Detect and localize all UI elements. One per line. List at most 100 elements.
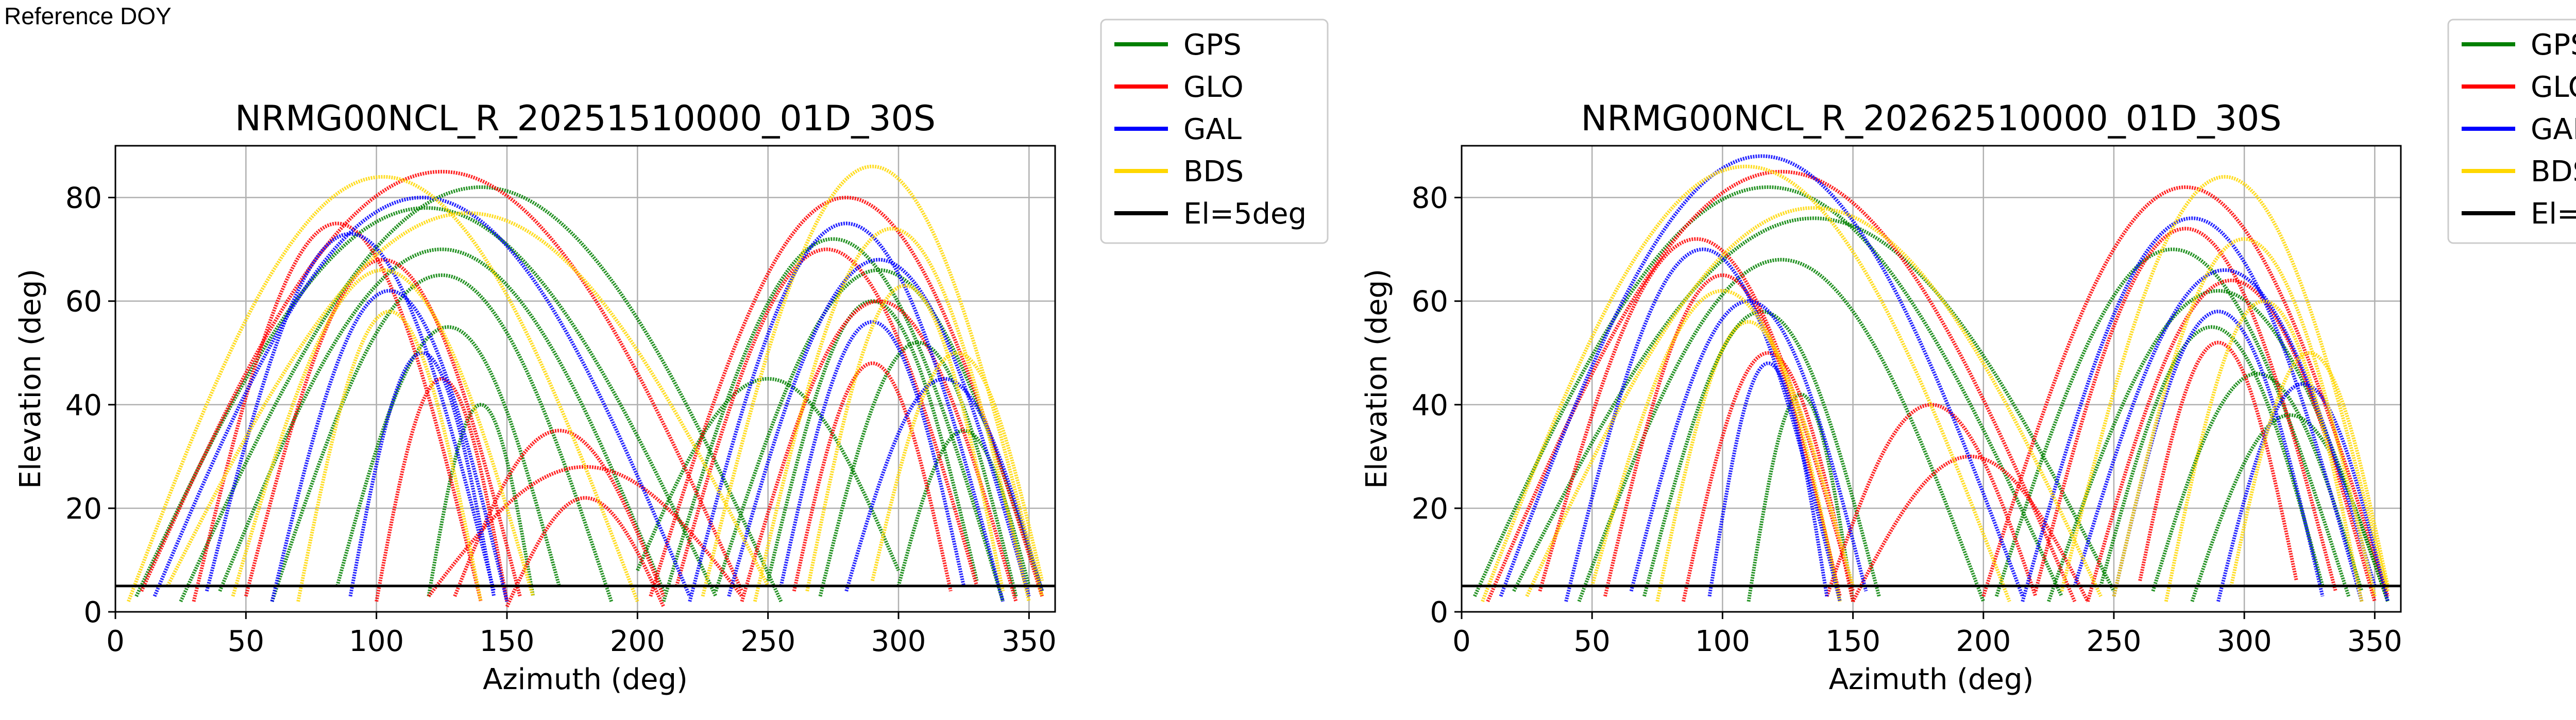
legend-label: BDS bbox=[2531, 155, 2576, 188]
legend-label: GAL bbox=[2531, 113, 2576, 146]
y-tick-label: 20 bbox=[1412, 492, 1448, 526]
legend-label: BDS bbox=[1183, 155, 1244, 188]
satellite-track bbox=[270, 273, 614, 602]
y-tick-label: 40 bbox=[1412, 389, 1448, 422]
x-tick-label: 350 bbox=[2347, 625, 2402, 658]
y-tick-label: 0 bbox=[83, 596, 102, 629]
satellite-track bbox=[179, 185, 783, 603]
satellite-track bbox=[1473, 185, 2063, 597]
y-tick-label: 60 bbox=[1412, 285, 1448, 319]
satellite-track bbox=[231, 268, 535, 597]
satellite-track bbox=[1481, 164, 2011, 603]
chart-title: NRMG00NCL_R_20251510000_01D_30S bbox=[235, 98, 936, 139]
x-axis-label: Azimuth (deg) bbox=[1829, 663, 2034, 696]
satellite-track bbox=[1525, 206, 2103, 597]
y-tick-label: 80 bbox=[65, 182, 102, 215]
satellite-track bbox=[2164, 299, 2364, 602]
satellite-track bbox=[192, 221, 483, 602]
axes-frame bbox=[114, 145, 1056, 613]
satellite-track bbox=[2138, 340, 2298, 581]
chart-panel-1: 0 50 100 150 200 250 300 350 0 20 40 60 80 Azimuth (d… bbox=[14, 19, 1329, 696]
x-tick-label: 200 bbox=[1956, 625, 2011, 658]
satellite-track bbox=[296, 310, 483, 602]
x-tick-label: 350 bbox=[1002, 625, 1057, 658]
x-axis-label: Azimuth (deg) bbox=[483, 663, 688, 696]
satellite-track bbox=[727, 258, 1031, 597]
page-header-text: Reference DOY bbox=[4, 3, 172, 29]
satellite-track bbox=[1629, 299, 1868, 592]
satellite-track bbox=[134, 206, 718, 597]
plot-area bbox=[1473, 154, 2390, 603]
satellite-track bbox=[1512, 216, 2116, 592]
satellite-track bbox=[805, 283, 1005, 592]
satellite-track bbox=[348, 351, 496, 597]
legend-frame bbox=[1100, 19, 1329, 244]
legend-label: GPS bbox=[1183, 28, 1242, 62]
satellite-track bbox=[701, 164, 1044, 597]
y-tick-label: 0 bbox=[1430, 596, 1448, 629]
satellite-track bbox=[2047, 289, 2390, 603]
satellite-track bbox=[688, 221, 1005, 602]
satellite-track bbox=[140, 169, 744, 592]
satellite-track bbox=[636, 376, 901, 572]
chart-panel-2: 0 50 100 150 200 250 300 350 0 20 40 60 80 Azimuth (d… bbox=[1360, 19, 2576, 696]
x-tick-label: 0 bbox=[1452, 625, 1471, 658]
series-gps bbox=[134, 185, 1044, 603]
satellite-track bbox=[649, 196, 1044, 597]
satellite-track bbox=[674, 247, 979, 587]
legend-label: El=5deg bbox=[1183, 197, 1307, 231]
chart-title: NRMG00NCL_R_20262510000_01D_30S bbox=[1581, 98, 2282, 139]
satellite-track bbox=[270, 289, 509, 602]
x-tick-label: 50 bbox=[1574, 625, 1611, 658]
satellite-track bbox=[505, 496, 666, 608]
satellite-track bbox=[427, 403, 535, 597]
satellite-track bbox=[753, 227, 1031, 602]
x-tick-label: 150 bbox=[1825, 625, 1880, 658]
x-tick-label: 100 bbox=[349, 625, 404, 658]
satellite-track bbox=[205, 232, 496, 592]
satellite-track bbox=[1655, 320, 1842, 602]
x-tick-label: 150 bbox=[480, 625, 535, 658]
satellite-track bbox=[818, 340, 1018, 597]
x-tick-label: 200 bbox=[610, 625, 665, 658]
satellite-track bbox=[152, 196, 691, 597]
series-gal bbox=[152, 196, 1044, 602]
legend: GPS GLO GAL BDS El=5deg bbox=[1100, 19, 1329, 244]
x-tick-label: 250 bbox=[2087, 625, 2142, 658]
satellite-track bbox=[766, 299, 979, 581]
legend-label: GPS bbox=[2531, 28, 2576, 62]
satellite-track bbox=[844, 376, 1044, 592]
legend-label: GAL bbox=[1183, 113, 1242, 146]
series-gal bbox=[1499, 154, 2390, 602]
satellite-track bbox=[166, 211, 770, 587]
legend-frame bbox=[2447, 19, 2576, 244]
series-bds bbox=[1481, 164, 2390, 603]
satellite-track bbox=[2229, 351, 2390, 587]
x-tick-label: 300 bbox=[871, 625, 926, 658]
satellite-track bbox=[1851, 454, 2090, 603]
y-tick-label: 80 bbox=[1412, 182, 1448, 215]
satellite-track bbox=[2073, 268, 2377, 587]
x-tick-label: 100 bbox=[1695, 625, 1750, 658]
satellite-track bbox=[2086, 278, 2377, 602]
legend-label: El=5deg bbox=[2531, 197, 2576, 231]
series-glo bbox=[140, 169, 1044, 608]
satellite-track bbox=[375, 376, 509, 602]
satellite-track bbox=[2060, 175, 2390, 592]
legend-label: GLO bbox=[1183, 71, 1244, 104]
y-axis-label: Elevation (deg) bbox=[14, 269, 47, 489]
satellite-track bbox=[662, 237, 1005, 602]
satellite-track bbox=[1981, 185, 2390, 597]
satellite-track bbox=[1603, 273, 1842, 597]
y-tick-label: 60 bbox=[65, 285, 102, 319]
satellite-track bbox=[2099, 325, 2325, 587]
plot-area bbox=[127, 164, 1044, 608]
satellite-track bbox=[1499, 154, 2024, 597]
y-axis-label: Elevation (deg) bbox=[1360, 269, 1394, 489]
legend: GPS GLO GAL BDS El=5deg bbox=[2447, 19, 2576, 244]
satellite-track bbox=[870, 351, 1044, 581]
satellite-track bbox=[779, 320, 966, 587]
satellite-track bbox=[453, 428, 666, 597]
axes-frame bbox=[1461, 145, 2402, 613]
